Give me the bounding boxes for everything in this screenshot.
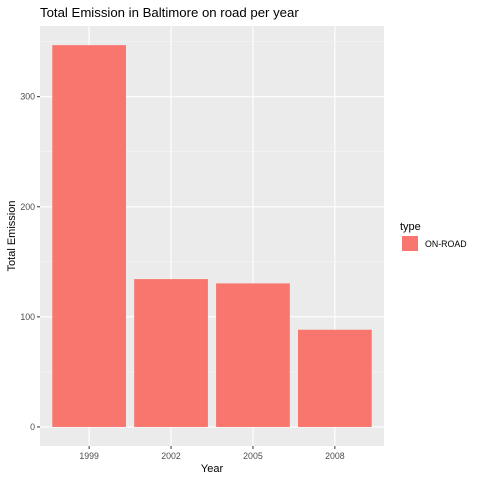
y-tick-label: 0 — [30, 422, 35, 432]
x-tick-label: 2005 — [243, 451, 263, 461]
chart-title: Total Emission in Baltimore on road per … — [40, 5, 299, 20]
legend-label: ON-ROAD — [425, 239, 467, 249]
y-axis-title: Total Emission — [6, 201, 18, 272]
bar-2008 — [298, 329, 372, 427]
x-axis-title: Year — [201, 463, 224, 475]
y-axis: 0 100 200 300 — [20, 92, 40, 432]
legend-title: type — [400, 221, 421, 233]
x-tick-label: 1999 — [79, 451, 99, 461]
bar-2002 — [134, 279, 208, 427]
bar-2005 — [216, 283, 290, 427]
y-tick-label: 300 — [20, 92, 35, 102]
y-tick-label: 200 — [20, 202, 35, 212]
x-tick-label: 2002 — [161, 451, 181, 461]
y-tick-label: 100 — [20, 312, 35, 322]
bar-1999 — [52, 45, 126, 427]
bars-layer — [52, 45, 372, 427]
x-tick-label: 2008 — [325, 451, 345, 461]
x-axis: 1999 2002 2005 2008 — [79, 446, 345, 461]
legend: type ON-ROAD — [400, 221, 467, 251]
legend-key-swatch — [402, 236, 418, 251]
